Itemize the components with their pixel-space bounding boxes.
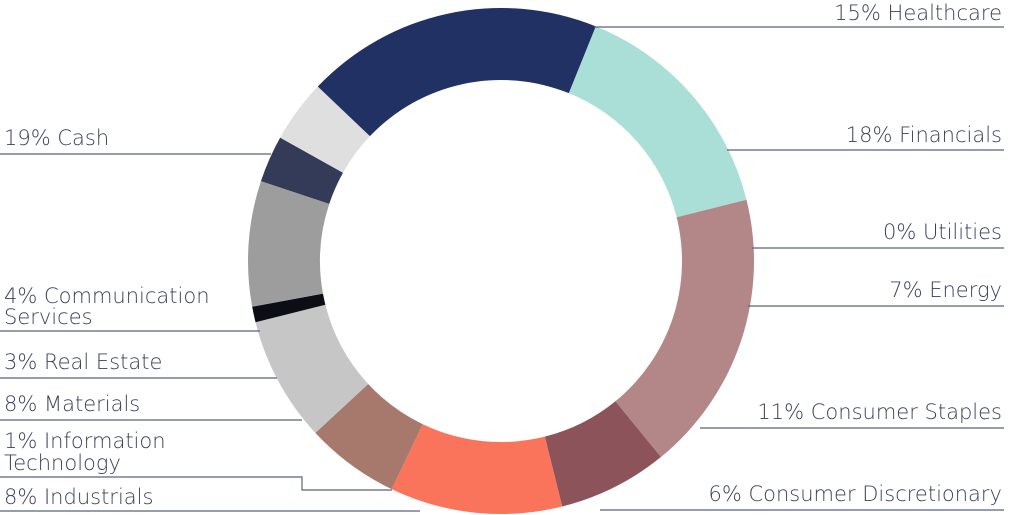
- slice-communication-services: [280, 86, 370, 173]
- label-healthcare: 15% Healthcare: [834, 1, 1002, 25]
- leader-information-technology: [0, 476, 392, 491]
- slice-cash: [317, 7, 596, 137]
- label-information-technology-line1: 1% Information: [4, 429, 166, 453]
- label-information-technology-line2: Technology: [4, 451, 121, 475]
- label-financials: 18% Financials: [846, 123, 1002, 147]
- slice-consumer-staples: [391, 424, 563, 514]
- label-cash: 19% Cash: [4, 126, 109, 150]
- slice-materials: [248, 181, 330, 307]
- slice-healthcare: [568, 26, 747, 218]
- label-consumer-discretionary: 6% Consumer Discretionary: [709, 482, 1003, 506]
- slice-consumer-discretionary: [315, 383, 423, 490]
- label-energy: 7% Energy: [889, 278, 1002, 302]
- donut-slices: [248, 7, 754, 514]
- slice-financials: [615, 199, 754, 458]
- label-communication-services-line1: 4% Communication: [4, 284, 210, 308]
- slice-industrials: [255, 304, 369, 433]
- slice-real-estate: [260, 137, 343, 204]
- slice-energy: [544, 401, 661, 507]
- label-real-estate: 3% Real Estate: [4, 350, 162, 374]
- label-industrials: 8% Industrials: [4, 485, 153, 509]
- label-utilities: 0% Utilities: [883, 220, 1002, 244]
- label-materials: 8% Materials: [4, 392, 140, 416]
- leader-lines: [0, 26, 1004, 512]
- slice-information-technology: [252, 293, 326, 323]
- label-communication-services-line2: Services: [4, 305, 93, 329]
- label-consumer-staples: 11% Consumer Staples: [757, 400, 1002, 424]
